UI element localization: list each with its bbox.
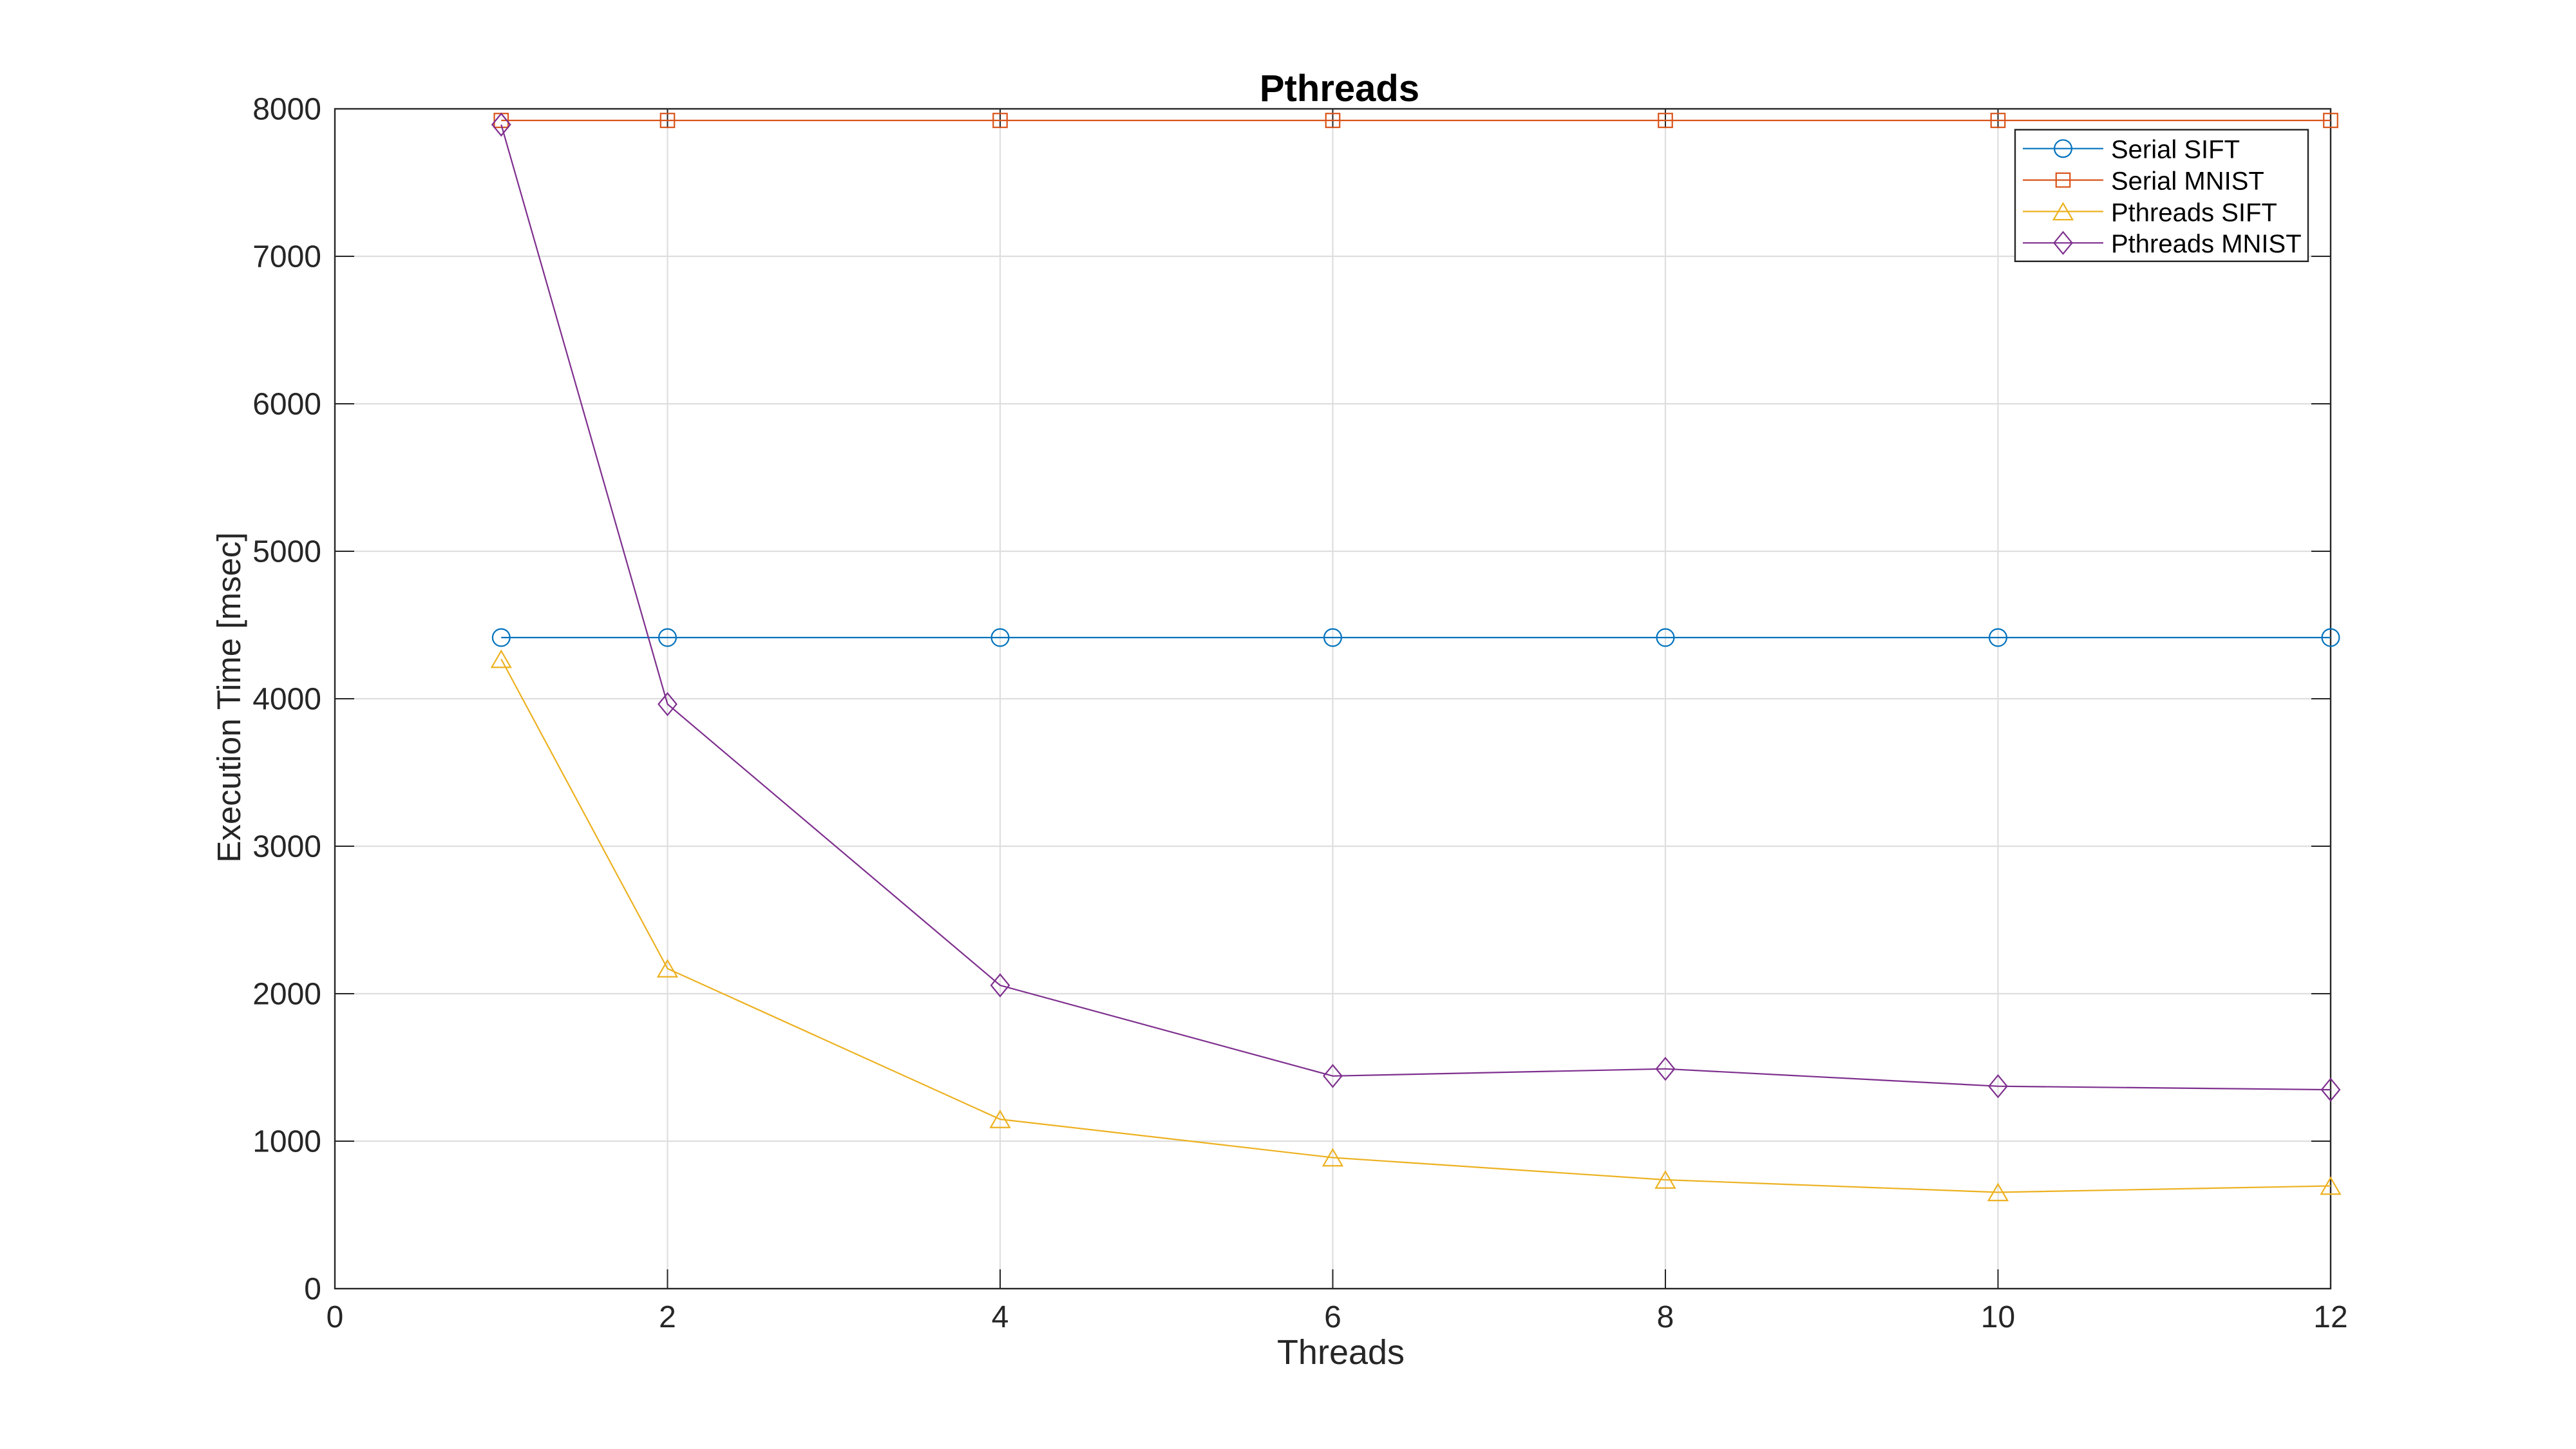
svg-text:6000: 6000: [252, 388, 321, 422]
svg-text:Serial MNIST: Serial MNIST: [2111, 167, 2264, 196]
svg-text:8000: 8000: [252, 93, 321, 127]
svg-text:2: 2: [659, 1300, 676, 1334]
svg-text:3000: 3000: [252, 830, 321, 864]
svg-text:10: 10: [1981, 1300, 2015, 1334]
svg-text:12: 12: [2313, 1300, 2347, 1334]
svg-text:Pthreads MNIST: Pthreads MNIST: [2111, 230, 2302, 258]
svg-text:0: 0: [327, 1300, 344, 1334]
svg-text:Pthreads SIFT: Pthreads SIFT: [2111, 198, 2277, 227]
svg-text:8: 8: [1657, 1300, 1674, 1334]
svg-text:6: 6: [1324, 1300, 1341, 1334]
svg-text:7000: 7000: [252, 240, 321, 274]
svg-text:Pthreads: Pthreads: [1260, 68, 1419, 109]
svg-text:4000: 4000: [252, 683, 321, 717]
svg-text:2000: 2000: [252, 978, 321, 1012]
svg-text:4: 4: [992, 1300, 1009, 1334]
svg-text:Threads: Threads: [1277, 1333, 1405, 1372]
svg-text:1000: 1000: [252, 1125, 321, 1159]
svg-text:0: 0: [304, 1273, 321, 1307]
svg-text:Serial SIFT: Serial SIFT: [2111, 136, 2240, 164]
svg-text:5000: 5000: [252, 535, 321, 569]
svg-text:Execution Time [msec]: Execution Time [msec]: [211, 532, 247, 862]
